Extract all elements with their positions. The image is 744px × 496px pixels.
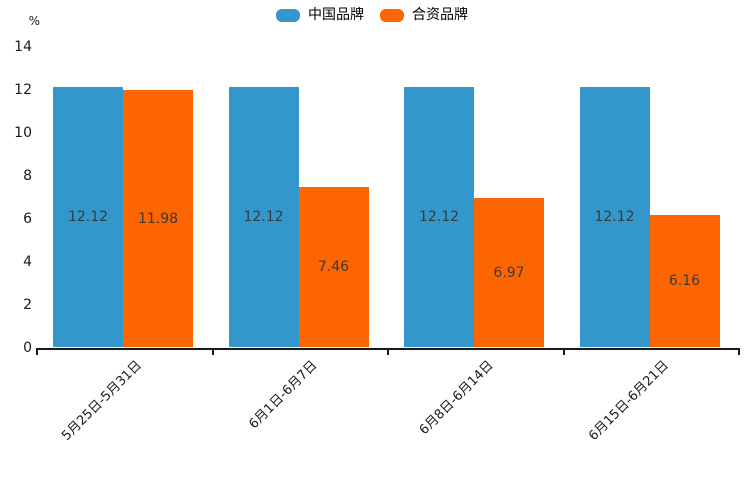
legend-label-china-brands: 中国品牌 <box>308 7 364 23</box>
bar-value-label: 6.97 <box>493 264 525 281</box>
y-tick-label: 12 <box>14 81 32 98</box>
bar-value-label: 12.12 <box>67 209 109 226</box>
y-tick-label: 6 <box>23 210 32 227</box>
bar-china-brands <box>404 86 474 348</box>
bar-value-label: 12.12 <box>243 209 284 226</box>
bar-china-brands <box>579 86 650 348</box>
bar-china-brands <box>53 86 123 348</box>
legend-swatch-china-brands-icon <box>276 8 300 22</box>
bar-joint-venture-brands <box>123 89 193 348</box>
legend: 中国品牌 合资品牌 <box>0 7 744 23</box>
x-tick-label: 6月8日-6月14日 <box>416 358 497 438</box>
x-tick-label: 5月25日-5月31日 <box>59 358 146 444</box>
y-tick-label: 4 <box>23 253 32 270</box>
x-tick-label: 6月15日-6月21日 <box>586 358 672 444</box>
bar-joint-venture-brands <box>298 187 369 348</box>
x-axis-tick-mark <box>36 349 38 355</box>
x-tick-label: 6月1日-6月7日 <box>246 358 321 433</box>
x-axis-tick-mark <box>211 349 214 355</box>
bar-value-label: 6.16 <box>668 273 701 290</box>
y-tick-label: 10 <box>14 124 32 141</box>
x-axis-tick-mark <box>387 349 389 355</box>
y-tick-label: 8 <box>23 167 32 184</box>
y-tick-label: 2 <box>23 296 32 313</box>
bar-value-label: 7.46 <box>317 259 350 276</box>
y-tick-label: 14 <box>14 38 32 55</box>
bar-china-brands <box>228 86 299 348</box>
x-axis-tick-mark <box>738 349 740 355</box>
legend-swatch-joint-venture-brands-icon <box>380 8 404 22</box>
bar-value-label: 12.12 <box>594 209 635 226</box>
bar-joint-venture-brands <box>649 215 720 348</box>
bar-value-label: 11.98 <box>137 210 179 227</box>
legend-item-china-brands[interactable]: 中国品牌 <box>276 7 364 23</box>
bar-joint-venture-brands <box>474 197 544 348</box>
legend-label-joint-venture-brands: 合资品牌 <box>412 7 468 23</box>
y-tick-label: 0 <box>23 339 32 356</box>
y-axis-unit-label: % <box>28 14 40 28</box>
x-axis-tick-mark <box>562 349 565 355</box>
bar-value-label: 12.12 <box>418 209 460 226</box>
legend-item-joint-venture-brands[interactable]: 合资品牌 <box>380 7 468 23</box>
